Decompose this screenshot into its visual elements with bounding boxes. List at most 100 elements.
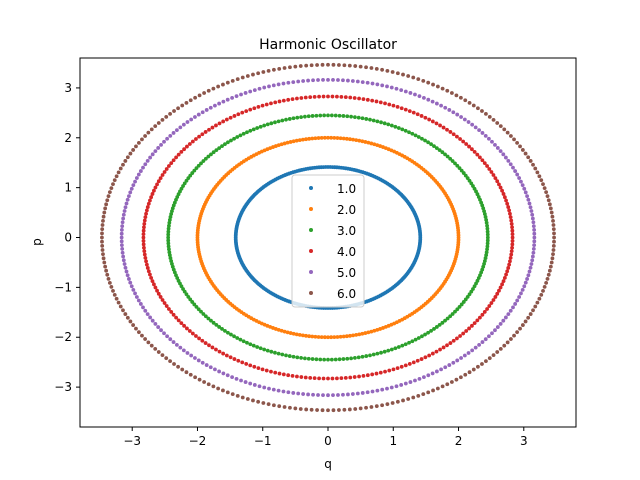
data-point <box>240 110 245 115</box>
data-point <box>426 140 430 145</box>
data-point <box>141 235 146 240</box>
data-point <box>102 260 107 265</box>
data-point <box>245 74 250 78</box>
data-point <box>321 94 326 99</box>
data-point <box>510 235 515 240</box>
data-point <box>137 330 141 335</box>
data-point <box>181 348 186 353</box>
data-point <box>142 249 147 254</box>
data-point <box>345 356 350 361</box>
data-point <box>406 74 411 78</box>
data-point <box>411 75 416 80</box>
data-point <box>539 178 544 183</box>
data-point <box>458 375 463 380</box>
data-point <box>316 393 320 397</box>
data-point <box>162 331 166 336</box>
data-point <box>136 172 141 177</box>
data-point <box>348 375 353 380</box>
data-point <box>369 141 374 146</box>
data-point <box>342 63 347 68</box>
data-point <box>520 148 525 152</box>
data-point <box>291 354 296 359</box>
data-point <box>498 285 503 290</box>
data-point <box>451 360 456 365</box>
data-point <box>196 307 201 312</box>
data-point <box>276 351 281 356</box>
data-point <box>485 232 490 237</box>
series-3.0 <box>166 113 490 362</box>
data-point <box>360 116 365 121</box>
data-point <box>552 231 556 236</box>
data-point <box>417 376 422 381</box>
data-point <box>546 198 551 203</box>
data-point <box>430 351 435 356</box>
data-point <box>333 357 338 362</box>
data-point <box>281 372 286 377</box>
data-point <box>167 220 172 225</box>
data-point <box>194 304 199 309</box>
data-point <box>248 342 253 347</box>
data-point <box>284 117 288 122</box>
data-point <box>341 78 345 83</box>
data-point <box>541 288 545 293</box>
data-point <box>230 96 235 100</box>
data-point <box>306 356 311 361</box>
data-point <box>313 334 318 339</box>
data-point <box>461 171 466 175</box>
data-point <box>485 235 490 240</box>
data-point <box>458 334 462 338</box>
y-axis: −3 −2 −1 0 1 2 3 <box>54 81 80 394</box>
data-point <box>119 239 124 244</box>
data-point <box>148 155 153 160</box>
data-point <box>288 405 292 410</box>
data-point <box>330 94 335 99</box>
data-point <box>134 326 138 331</box>
data-point <box>201 312 206 316</box>
data-point <box>316 78 320 82</box>
data-point <box>364 117 369 121</box>
data-point <box>290 374 295 378</box>
data-point <box>408 380 413 384</box>
data-point <box>506 205 511 209</box>
data-point <box>169 161 174 166</box>
data-point <box>142 252 147 257</box>
data-point <box>287 354 292 358</box>
data-point <box>304 407 309 412</box>
data-point <box>523 151 528 156</box>
data-point <box>483 256 488 260</box>
data-point <box>448 130 453 134</box>
data-point <box>445 127 449 132</box>
data-point <box>434 121 439 126</box>
data-point <box>470 323 474 328</box>
data-point <box>143 162 148 167</box>
data-point <box>357 138 362 143</box>
data-point <box>190 139 195 144</box>
data-point <box>167 253 172 258</box>
data-point <box>395 105 400 109</box>
data-point <box>287 117 292 121</box>
data-point <box>448 314 453 319</box>
data-point <box>307 136 312 141</box>
data-point <box>206 316 211 321</box>
data-point <box>343 95 348 100</box>
data-point <box>167 250 172 255</box>
legend-label: 3.0 <box>337 224 356 238</box>
data-point <box>372 142 377 147</box>
data-point <box>393 346 398 351</box>
data-point <box>318 357 323 362</box>
data-point <box>485 238 490 243</box>
data-point <box>239 92 243 97</box>
data-point <box>144 262 149 267</box>
data-point <box>160 173 165 177</box>
data-point <box>530 254 535 259</box>
data-point <box>225 390 230 395</box>
data-point <box>366 140 371 145</box>
data-point <box>374 404 379 409</box>
data-point <box>481 264 486 269</box>
data-point <box>120 224 125 228</box>
data-point <box>316 136 321 140</box>
data-point <box>321 393 325 398</box>
data-point <box>336 78 340 82</box>
data-point <box>265 348 270 353</box>
data-point <box>518 144 522 149</box>
